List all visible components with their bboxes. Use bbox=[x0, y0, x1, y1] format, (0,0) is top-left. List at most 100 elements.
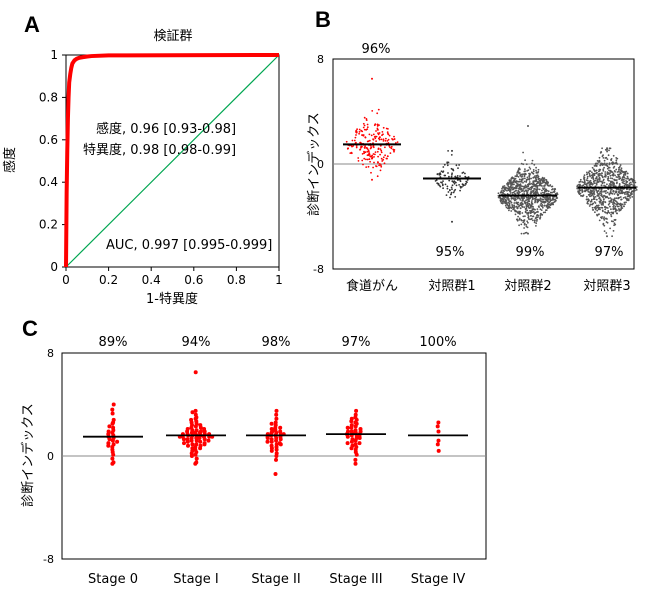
c-data-point bbox=[111, 452, 116, 457]
b-data-point bbox=[606, 191, 609, 194]
b-data-point bbox=[505, 202, 507, 205]
b-data-point bbox=[447, 161, 450, 164]
b-data-point bbox=[510, 210, 513, 212]
c-data-point bbox=[349, 439, 354, 444]
b-data-point bbox=[452, 169, 455, 172]
b-data-point bbox=[600, 188, 603, 191]
b-data-point bbox=[626, 183, 629, 186]
b-data-point bbox=[546, 181, 549, 183]
b-data-point bbox=[623, 171, 626, 173]
b-data-point bbox=[583, 174, 586, 177]
b-data-point bbox=[374, 153, 376, 156]
b-data-point bbox=[380, 149, 383, 152]
b-data-point bbox=[601, 195, 603, 198]
b-data-point bbox=[506, 183, 509, 186]
b-data-point bbox=[365, 119, 368, 121]
b-data-point bbox=[505, 206, 508, 209]
b-data-point bbox=[524, 184, 527, 187]
roc-y-tick-label: 0 bbox=[50, 260, 58, 274]
b-data-point bbox=[525, 178, 528, 181]
b-data-point bbox=[538, 177, 541, 180]
b-data-point bbox=[626, 175, 629, 178]
b-data-point bbox=[520, 187, 523, 190]
c-data-point bbox=[349, 446, 354, 451]
b-data-point bbox=[521, 212, 524, 214]
b-data-point bbox=[600, 217, 603, 220]
b-data-point bbox=[465, 180, 468, 183]
b-data-point bbox=[600, 203, 603, 206]
b-data-point bbox=[379, 148, 382, 151]
b-data-point bbox=[609, 227, 611, 230]
b-data-point bbox=[355, 134, 357, 136]
b-data-point bbox=[517, 169, 520, 172]
b-data-point bbox=[529, 218, 531, 221]
b-data-point bbox=[527, 221, 529, 224]
b-data-point bbox=[583, 180, 586, 183]
b-data-point bbox=[587, 182, 590, 184]
b-data-point bbox=[381, 160, 384, 162]
b-data-point bbox=[537, 182, 539, 185]
b-data-point bbox=[550, 185, 553, 188]
b-data-point bbox=[346, 147, 349, 150]
b-data-point bbox=[589, 170, 592, 173]
b-data-point bbox=[613, 170, 616, 172]
b-data-point bbox=[616, 203, 619, 206]
b-data-point bbox=[517, 201, 520, 204]
c-percentage-label: 89% bbox=[99, 335, 128, 350]
b-data-point bbox=[586, 185, 588, 187]
b-data-point bbox=[613, 207, 616, 210]
b-data-point bbox=[497, 194, 500, 197]
b-y-tick-label: -8 bbox=[313, 263, 324, 276]
b-data-point bbox=[591, 206, 594, 209]
b-data-point bbox=[446, 185, 449, 188]
b-data-point bbox=[454, 188, 457, 191]
b-data-point bbox=[531, 186, 533, 189]
b-data-point bbox=[524, 202, 527, 205]
b-data-point bbox=[598, 180, 600, 183]
c-data-point bbox=[193, 452, 198, 457]
b-data-point bbox=[581, 191, 584, 194]
b-data-point bbox=[589, 179, 592, 182]
roc-curve bbox=[64, 53, 280, 268]
b-data-point bbox=[608, 202, 611, 205]
b-data-point bbox=[523, 193, 526, 195]
c-data-point bbox=[190, 442, 195, 447]
b-data-point bbox=[529, 168, 532, 170]
b-data-point bbox=[518, 210, 520, 213]
b-data-point bbox=[372, 153, 375, 155]
b-data-point bbox=[534, 200, 537, 203]
b-data-point bbox=[633, 179, 636, 182]
b-data-point bbox=[533, 185, 536, 187]
b-data-point bbox=[606, 221, 609, 224]
b-data-point bbox=[619, 164, 622, 167]
b-data-point bbox=[363, 157, 366, 160]
b-data-point bbox=[447, 150, 449, 152]
b-data-point bbox=[624, 203, 626, 206]
b-data-point bbox=[542, 198, 545, 201]
b-data-point bbox=[620, 167, 623, 170]
b-data-point bbox=[634, 181, 637, 184]
b-data-point bbox=[518, 224, 520, 227]
b-data-point bbox=[610, 170, 613, 173]
b-data-point bbox=[357, 157, 360, 159]
b-data-point bbox=[606, 150, 608, 153]
b-data-point bbox=[531, 159, 534, 162]
b-data-point bbox=[501, 198, 504, 200]
b-data-point bbox=[621, 191, 623, 194]
b-data-point bbox=[512, 180, 515, 183]
b-category-label: 対照群3 bbox=[583, 279, 630, 294]
b-data-point bbox=[555, 197, 558, 200]
b-data-point bbox=[589, 189, 592, 192]
b-data-point bbox=[375, 130, 377, 132]
roc-x-tick-label: 0.6 bbox=[184, 273, 203, 287]
b-data-point bbox=[513, 178, 516, 181]
b-data-point bbox=[459, 189, 461, 192]
b-data-point bbox=[587, 190, 590, 193]
b-data-point bbox=[600, 184, 603, 187]
b-data-point bbox=[622, 197, 625, 199]
b-data-point bbox=[556, 192, 559, 195]
b-data-point bbox=[516, 173, 518, 176]
b-data-point bbox=[444, 183, 447, 186]
b-data-point bbox=[602, 168, 605, 171]
b-data-point bbox=[523, 180, 526, 183]
